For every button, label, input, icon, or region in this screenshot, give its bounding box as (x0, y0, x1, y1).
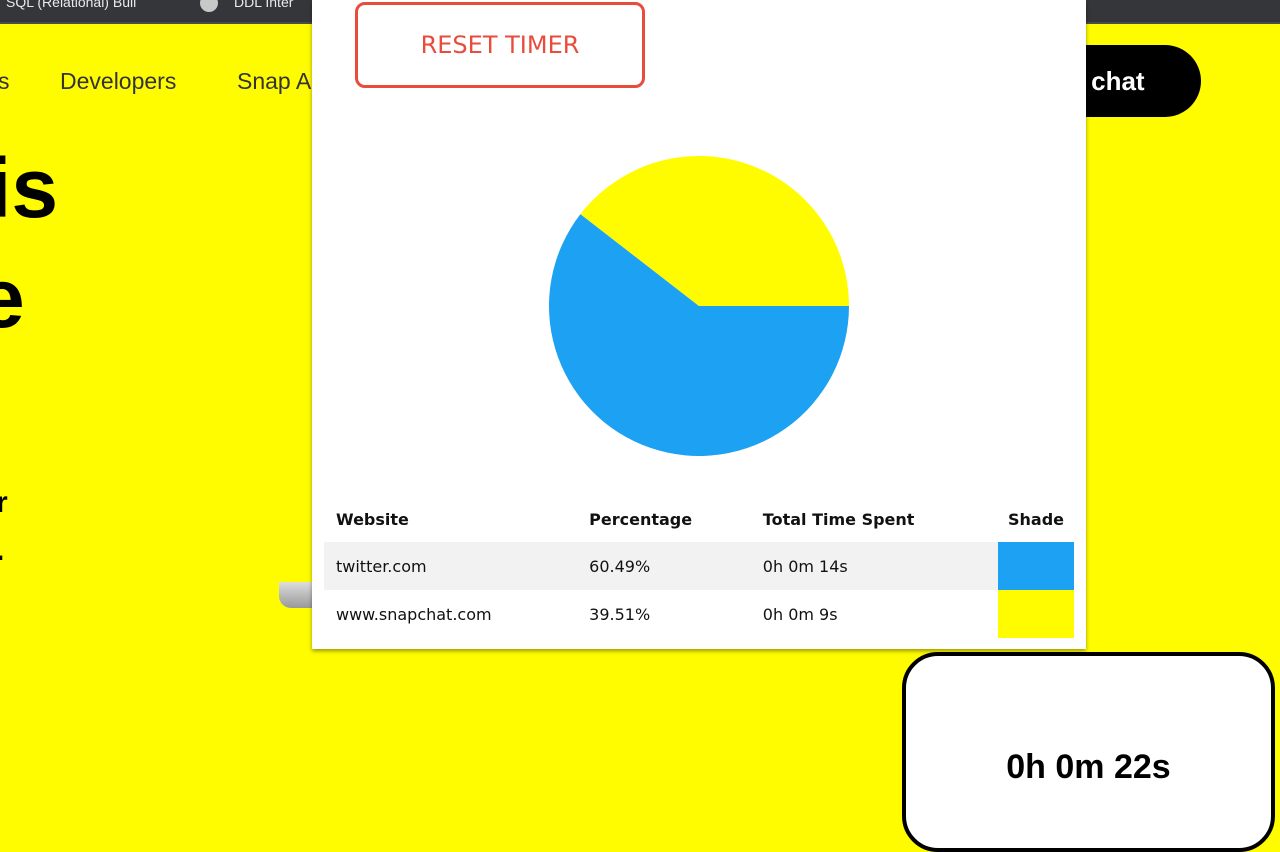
timer-widget: 0h 0m 22s (902, 652, 1275, 852)
hero-subtext: . (0, 534, 4, 568)
nav-item-partial[interactable]: s (0, 68, 10, 94)
table-row: www.snapchat.com 39.51% 0h 0m 9s (324, 590, 1074, 638)
bookmark-sql[interactable]: SQL (Relational) Buil (6, 0, 137, 10)
hero-text: is (0, 141, 59, 235)
nav-item-developers[interactable]: Developers (60, 68, 177, 94)
percentage-cell: 60.49% (589, 556, 651, 576)
shade-swatch (998, 542, 1074, 590)
shade-swatch (998, 590, 1074, 638)
percentage-cell: 39.51% (589, 604, 651, 624)
pie-chart (549, 155, 849, 456)
total-time: 0h 0m 22s (1006, 748, 1171, 786)
header-time: Total Time Spent (762, 509, 915, 529)
header-shade: Shade (1007, 509, 1064, 529)
reset-timer-button[interactable]: RESET TIMER (355, 2, 645, 88)
pie-slice-twitter-com (549, 214, 849, 456)
globe-icon (200, 0, 218, 12)
time-cell: 0h 0m 9s (762, 604, 838, 624)
table-row: twitter.com 60.49% 0h 0m 14s (324, 542, 1074, 590)
header-website: Website (336, 509, 409, 529)
hero-subtext: r (0, 486, 8, 519)
website-cell: twitter.com (336, 556, 427, 576)
header-percentage: Percentage (589, 509, 693, 529)
website-cell: www.snapchat.com (336, 604, 492, 624)
hero-text: e (0, 251, 25, 345)
extension-popup: RESET TIMER Website Percentage Total Tim… (312, 0, 1086, 649)
usage-table: Website Percentage Total Time Spent Shad… (324, 496, 1074, 638)
pie-slice-www-snapchat-com (580, 155, 849, 306)
bookmark-ddl[interactable]: DDL Inter (234, 0, 294, 10)
time-cell: 0h 0m 14s (762, 556, 848, 576)
nav-item-snap-ar[interactable]: Snap A (237, 68, 312, 94)
